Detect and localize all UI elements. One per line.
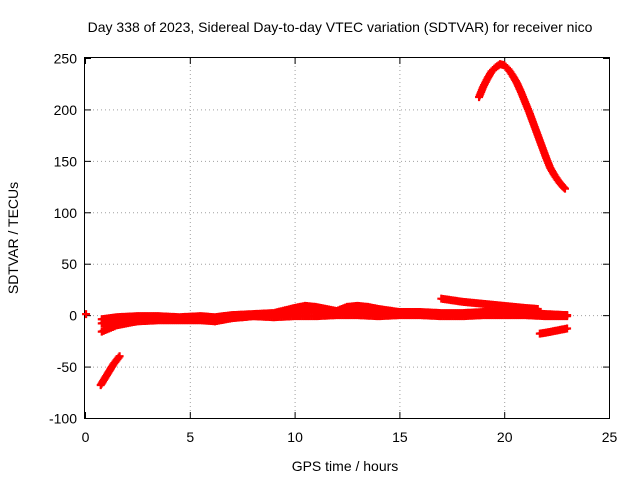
series-early-negative-arc [96,352,124,390]
series-layer [82,60,572,390]
series-late-diagonal [437,294,542,313]
series-large-arc [475,60,569,193]
data-point-marker [533,304,542,313]
series-late-negative-segment [535,324,572,338]
y-tick-label: 0 [69,308,77,324]
x-tick-label: 10 [287,429,303,445]
series-isolated-point [82,310,91,319]
y-tick-label: -100 [49,411,77,427]
y-tick-label: 150 [54,153,78,169]
y-tick-label: -50 [57,359,77,375]
x-tick-label: 0 [82,429,90,445]
data-point-marker [115,352,124,361]
series-main-band-lower-spread [97,311,572,336]
y-tick-label: 250 [54,51,78,67]
data-point-marker [82,310,91,319]
x-tick-label: 15 [392,429,408,445]
plot-frame [84,57,610,419]
x-axis-title: GPS time / hours [292,458,399,474]
y-tick-label: 200 [54,102,78,118]
data-point-marker [563,312,572,321]
x-tick-label: 5 [186,429,194,445]
chart-title: Day 338 of 2023, Sidereal Day-to-day VTE… [88,19,593,35]
x-tick-label: 20 [497,429,513,445]
data-point-marker [563,324,572,333]
y-tick-label: 100 [54,205,78,221]
y-axis-title: SDTVAR / TECUs [5,182,21,294]
data-point-marker [560,184,569,193]
x-tick-label: 25 [602,429,618,445]
y-tick-label: 50 [61,256,77,272]
tick-layer: 0 5 10 15 20 25 -100 -50 0 50 100 150 200 250 [49,51,618,446]
